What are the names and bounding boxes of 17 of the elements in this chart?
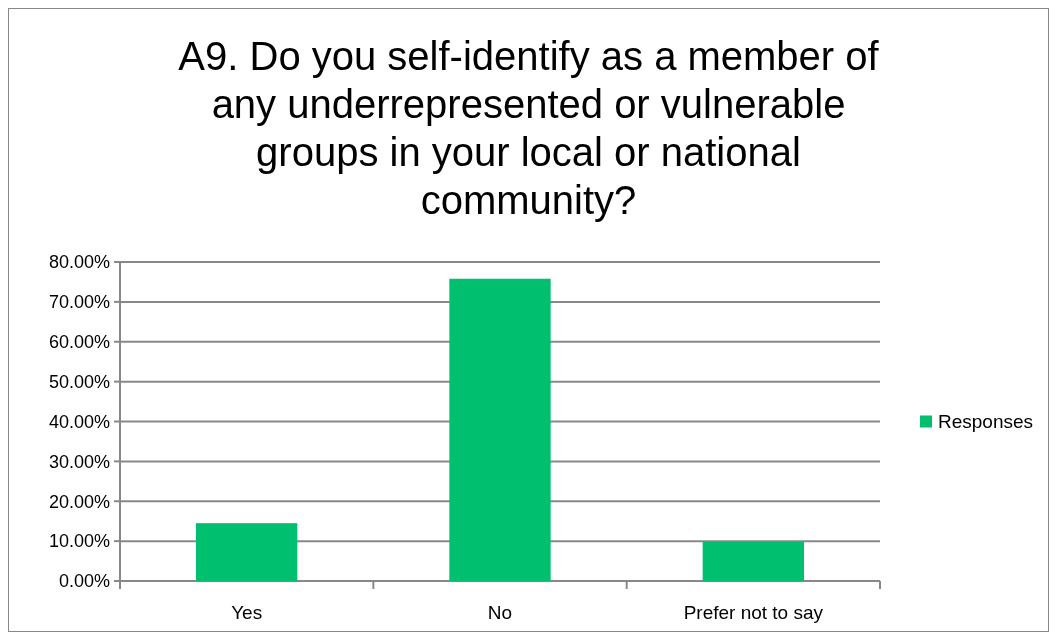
- bar: [449, 278, 551, 581]
- y-tick-label: 80.00%: [48, 252, 110, 273]
- y-tick-label: 20.00%: [48, 491, 110, 512]
- x-tick-label: Prefer not to say: [683, 602, 824, 623]
- y-tick-label: 0.00%: [58, 571, 110, 592]
- y-tick-label: 30.00%: [48, 451, 110, 472]
- y-tick-label: 50.00%: [48, 371, 110, 392]
- y-tick-label: 60.00%: [48, 332, 110, 353]
- y-tick-label: 10.00%: [48, 531, 110, 552]
- legend-label: Responses: [938, 411, 1034, 433]
- y-tick-label: 40.00%: [48, 411, 110, 432]
- x-tick-label: No: [487, 602, 513, 623]
- x-tick-label: Yes: [231, 602, 263, 623]
- chart-title: A9. Do you self-identify as a member of any underrepresented or vulnerable groups in your local or national community?: [178, 34, 880, 222]
- bar: [196, 523, 298, 581]
- y-tick-label: 70.00%: [48, 292, 110, 313]
- bar: [702, 541, 804, 581]
